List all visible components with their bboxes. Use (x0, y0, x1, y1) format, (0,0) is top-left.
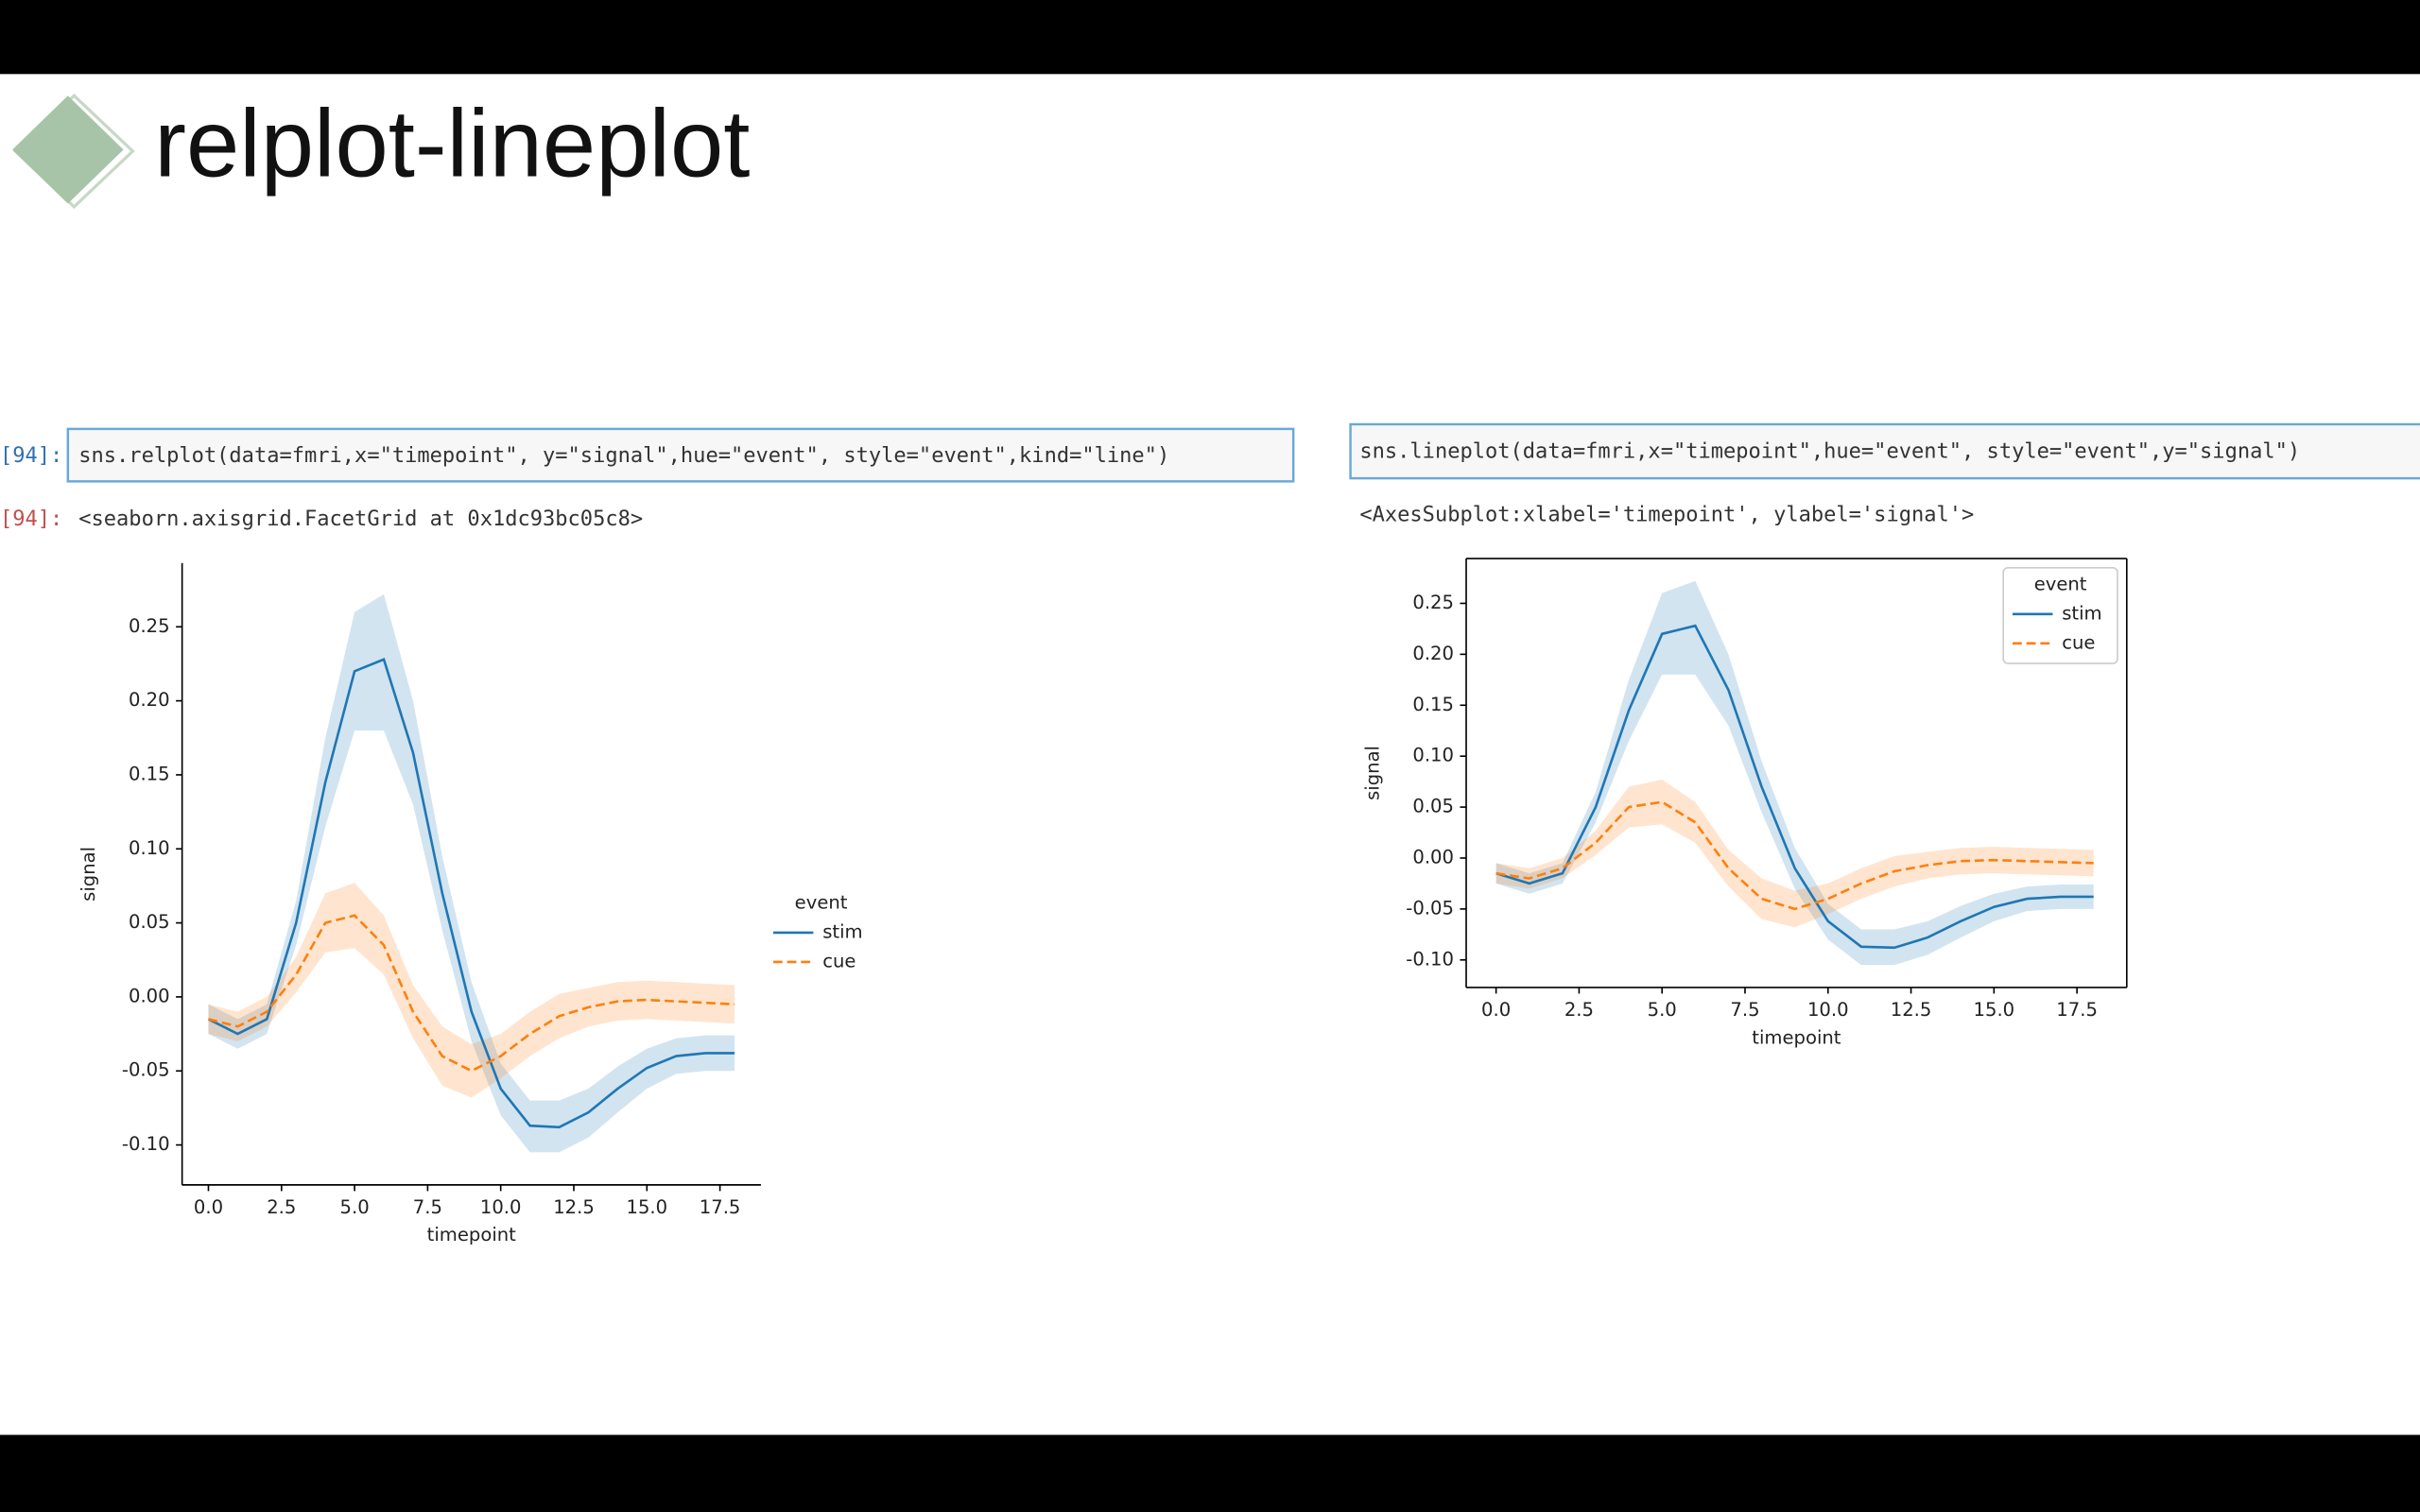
y-tick-label: 0.15 (1412, 694, 1454, 715)
chart: 0.0 2.5 5.0 7.5 10.0 12.5 15.0 17.5 -0.10 -0.05 0.… (78, 562, 863, 1246)
x-tick-label: 0.0 (1481, 999, 1511, 1021)
legend-frame (2002, 567, 2118, 664)
legend-label: cue (822, 950, 856, 971)
slide-title: relplot-lineplot (154, 91, 750, 198)
y-tick-label: 0.10 (1412, 745, 1454, 766)
y-axis-label: signal (78, 847, 99, 902)
y-tick-label: 0.25 (1412, 592, 1454, 613)
slide (0, 74, 2420, 1435)
y-axis-label: signal (1362, 746, 1384, 800)
x-tick-label: 17.5 (2056, 999, 2098, 1021)
line (1495, 624, 2094, 950)
y-tick-label: 0.25 (129, 615, 170, 637)
chart: 0.0 2.5 5.0 7.5 10.0 12.5 15.0 17.5 -0.10 -0.05 0.… (1362, 558, 2128, 1048)
x-tick-label: 5.0 (340, 1196, 370, 1218)
legend-title: event (2034, 573, 2087, 594)
x-tick-label: 2.5 (267, 1196, 296, 1218)
x-axis-label: timepoint (427, 1224, 516, 1246)
y-tick-label: -0.05 (1406, 897, 1454, 919)
code-cell[interactable] (1349, 422, 2420, 480)
cell-output: <seaborn.axisgrid.FacetGrid at 0x1dc93bc… (78, 507, 643, 531)
x-tick-label: 15.0 (1974, 999, 2015, 1021)
legend-label: cue (2062, 631, 2095, 653)
line (1495, 800, 2094, 911)
x-tick-label: 10.0 (1807, 999, 1849, 1021)
legend-label: stim (822, 920, 862, 942)
x-tick-label: 12.5 (553, 1196, 595, 1218)
confidence-band (1495, 580, 2094, 966)
x-tick-label: 2.5 (1564, 999, 1594, 1021)
confidence-band (208, 883, 735, 1098)
y-tick-label: 0.05 (1412, 796, 1454, 817)
x-tick-label: 0.0 (194, 1196, 223, 1218)
title-icon (12, 93, 135, 210)
confidence-band (208, 593, 735, 1153)
cell-output: <AxesSubplot:xlabel='timepoint', ylabel=… (1359, 503, 1974, 526)
x-tick-label: 17.5 (700, 1196, 741, 1218)
x-tick-label: 5.0 (1648, 999, 1677, 1021)
y-tick-label: 0.20 (129, 689, 170, 711)
y-tick-label: 0.15 (129, 763, 170, 784)
x-tick-label: 12.5 (1891, 999, 1932, 1021)
y-tick-label: 0.05 (129, 911, 170, 933)
y-tick-label: 0.00 (1412, 846, 1454, 868)
x-axis-label: timepoint (1752, 1026, 1841, 1048)
y-tick-label: 0.00 (129, 985, 170, 1006)
code-cell[interactable] (66, 427, 1295, 483)
line (207, 658, 735, 1129)
y-tick-label: -0.05 (122, 1059, 170, 1081)
legend-label: stim (2062, 602, 2101, 624)
legend-title: event (795, 891, 848, 913)
x-tick-label: 15.0 (627, 1196, 668, 1218)
x-tick-label: 10.0 (480, 1196, 522, 1218)
x-tick-label: 7.5 (413, 1196, 442, 1218)
confidence-band (1495, 779, 2094, 928)
input-prompt: [94]: (0, 444, 62, 468)
code: sns.relplot(data=fmri,x="timepoint", y="… (78, 444, 1169, 468)
code: sns.lineplot(data=fmri,x="timepoint",hue… (1359, 439, 2300, 463)
y-tick-label: -0.10 (1406, 948, 1454, 970)
x-tick-label: 7.5 (1730, 999, 1759, 1021)
y-tick-label: 0.10 (129, 837, 170, 859)
y-tick-label: -0.10 (122, 1133, 170, 1155)
output-prompt: [94]: (0, 507, 62, 531)
y-tick-label: 0.20 (1412, 643, 1454, 664)
